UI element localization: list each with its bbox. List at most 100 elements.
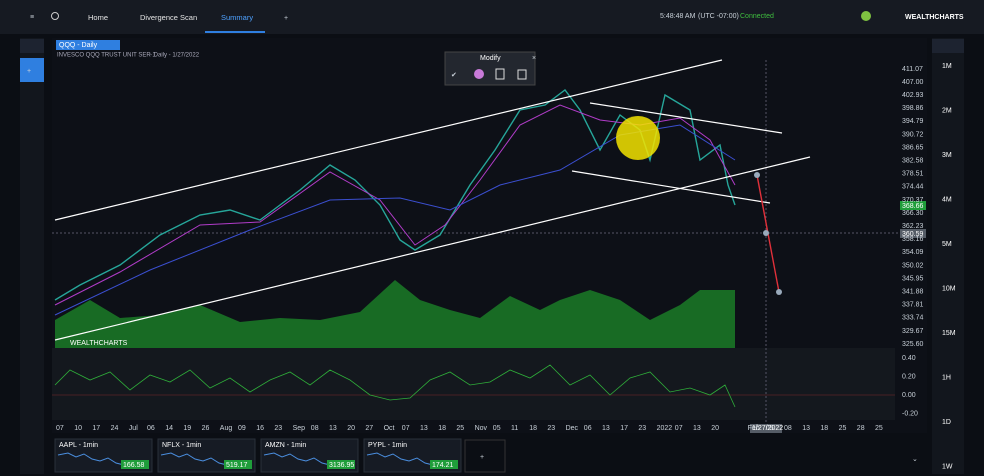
date-label: 13	[329, 425, 337, 432]
price-label: 370.37	[902, 197, 924, 204]
add-icon[interactable]: +	[27, 68, 31, 75]
timeframe[interactable]: 10M	[942, 285, 956, 292]
nav-tab[interactable]: Home	[88, 13, 108, 22]
price-label: 333.74	[902, 315, 924, 322]
add-button[interactable]	[20, 58, 44, 82]
date-label: 19	[183, 425, 191, 432]
date-label: 25	[456, 425, 464, 432]
timeframe[interactable]: 2M	[942, 107, 952, 114]
price-badge	[121, 460, 149, 469]
add-tab[interactable]: +	[284, 15, 288, 22]
date-label: Aug	[220, 425, 233, 432]
date-label: 27	[365, 425, 373, 432]
watch-card[interactable]	[54, 438, 153, 473]
handle[interactable]	[763, 230, 769, 236]
nav-tab[interactable]: Divergence Scan	[140, 13, 197, 22]
watch-price: 166.58	[123, 462, 145, 469]
symbol-badge[interactable]	[56, 40, 120, 50]
right-panel	[932, 38, 964, 474]
price-label: 378.51	[902, 171, 924, 178]
price-label: 411.07	[902, 66, 923, 73]
date-label: Sep	[293, 425, 306, 432]
brand: WEALTHCHARTS	[905, 14, 964, 21]
collapse-right[interactable]	[932, 39, 964, 53]
timezone: (UTC -07:00)	[698, 13, 739, 20]
price-label: 325.60	[902, 341, 924, 348]
popup-title: Modify	[480, 55, 501, 62]
date-label: 23	[274, 425, 282, 432]
menu-icon[interactable]: ≡	[30, 14, 34, 21]
price-label: 382.58	[902, 158, 924, 165]
sparkline	[366, 452, 440, 466]
timeframe[interactable]: 1M	[942, 63, 952, 70]
expand-icon[interactable]: ⌄	[912, 456, 918, 463]
date-label: 28	[857, 425, 865, 432]
add-card[interactable]	[464, 439, 506, 473]
add-card-icon[interactable]: +	[480, 454, 484, 461]
date-label: 14	[165, 425, 173, 432]
search-icon[interactable]	[51, 12, 59, 20]
watch-symbol: NFLX - 1min	[162, 442, 201, 449]
sparkline	[160, 452, 234, 466]
watch-symbol: PYPL - 1min	[368, 442, 407, 449]
chart-subtitle: - Daily - 1/27/2022	[150, 53, 200, 59]
timeframe[interactable]: 1H	[942, 374, 951, 381]
date-label: 17	[92, 425, 100, 432]
watch-symbol: AMZN - 1min	[265, 442, 306, 449]
date-label: 10	[74, 425, 82, 432]
cursor-price-tag	[900, 229, 926, 238]
price-label: 407.00	[902, 79, 924, 86]
symbol[interactable]: QQQ - Daily	[59, 42, 98, 49]
handle[interactable]	[754, 172, 760, 178]
timeframe[interactable]: 15M	[942, 330, 956, 337]
close-icon[interactable]: ×	[532, 55, 536, 62]
date-label: Oct	[384, 425, 395, 432]
timeframe[interactable]: 1D	[942, 419, 951, 426]
trend-line[interactable]	[589, 102, 783, 134]
oscillator-label: -0.20	[902, 410, 918, 417]
timeframe[interactable]: 1W	[942, 463, 953, 470]
color-icon[interactable]	[474, 69, 484, 79]
handle[interactable]	[776, 289, 782, 295]
date-label: 24	[111, 425, 119, 432]
price-label: 358.16	[902, 236, 924, 243]
price-label: 350.02	[902, 262, 924, 269]
watch-price: 174.21	[432, 462, 454, 469]
date-label: 06	[147, 425, 155, 432]
delete-icon[interactable]	[517, 69, 527, 80]
sparkline	[57, 452, 131, 466]
date-label: 26	[202, 425, 210, 432]
price-label: 354.09	[902, 249, 924, 256]
trend-line[interactable]	[54, 156, 811, 341]
date-label: 05	[766, 425, 774, 432]
nav-tab[interactable]: Summary	[221, 13, 253, 22]
dynamic: Home Divergence Scan Summary 5:48:48 AM (UTC…	[54, 13, 964, 473]
volume-area	[55, 280, 735, 348]
watermark: WEALTHCHARTS	[70, 340, 128, 347]
price-label: 337.81	[902, 302, 924, 309]
price-badge	[430, 460, 458, 469]
copy-icon[interactable]	[495, 68, 505, 80]
left-toolbar	[20, 38, 44, 474]
fast-ma	[54, 104, 736, 306]
date-label: 08	[784, 425, 792, 432]
date-label: 13	[802, 425, 810, 432]
oscillator-label: 0.00	[902, 392, 916, 399]
cursor-date-tag	[750, 424, 782, 433]
date-label: 23	[547, 425, 555, 432]
trend-line[interactable]	[54, 59, 723, 221]
confirm-icon[interactable]: ✔	[451, 72, 457, 79]
date-label: 07	[56, 425, 64, 432]
date-label: 13	[602, 425, 610, 432]
collapse-left[interactable]	[20, 39, 44, 53]
timeframe[interactable]: 4M	[942, 196, 952, 203]
date-label: 16	[256, 425, 264, 432]
trend-line[interactable]	[571, 170, 771, 204]
timeframe[interactable]: 5M	[942, 241, 952, 248]
price-label: 402.93	[902, 92, 924, 99]
price-label: 390.72	[902, 131, 924, 138]
timeframe[interactable]: 3M	[942, 152, 952, 159]
nav-bar	[0, 0, 984, 34]
avatar[interactable]	[861, 11, 871, 21]
